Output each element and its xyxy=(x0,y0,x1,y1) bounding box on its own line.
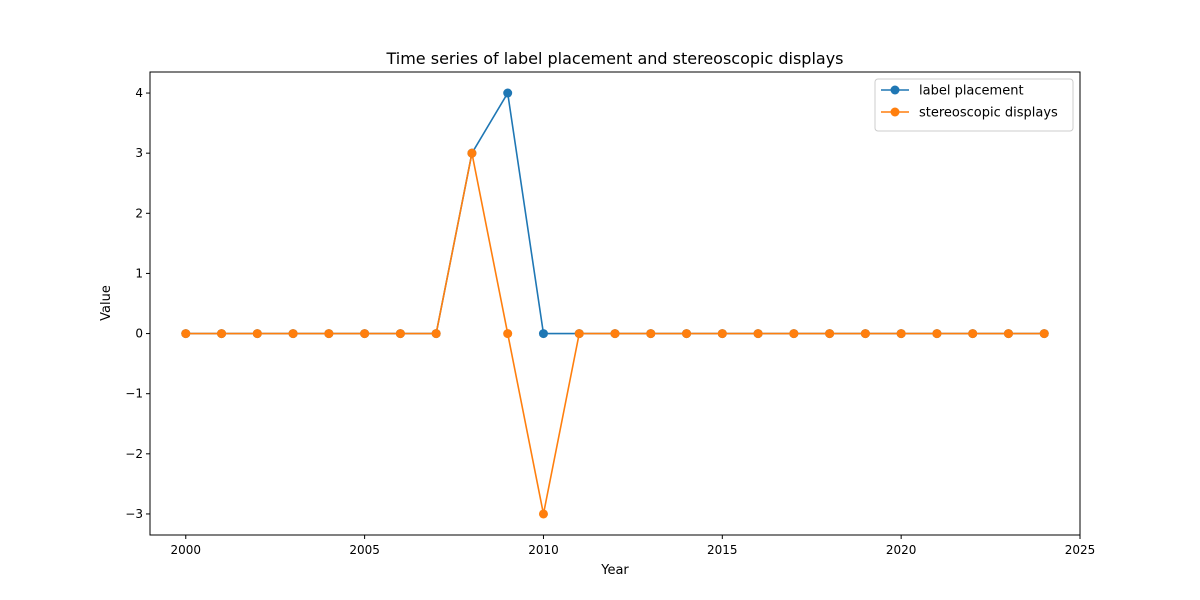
x-tick-label: 2025 xyxy=(1065,543,1096,557)
y-tick-label: 4 xyxy=(135,86,143,100)
data-point-series-2 xyxy=(503,329,513,339)
data-point-series-2 xyxy=(574,329,584,339)
data-point-series-2 xyxy=(181,329,191,339)
y-tick-label: 2 xyxy=(135,206,143,220)
data-point-series-2 xyxy=(717,329,727,339)
data-point-series-2 xyxy=(753,329,763,339)
data-point-series-2 xyxy=(860,329,870,339)
data-point-series-2 xyxy=(789,329,799,339)
chart-title: Time series of label placement and stere… xyxy=(385,49,843,68)
x-tick-label: 2020 xyxy=(886,543,917,557)
data-point-series-1 xyxy=(503,88,513,98)
data-point-series-2 xyxy=(1039,329,1049,339)
legend: label placement stereoscopic displays xyxy=(874,78,1074,132)
y-tick-label: 1 xyxy=(135,266,143,280)
data-point-series-2 xyxy=(252,329,262,339)
data-point-series-2 xyxy=(896,329,906,339)
data-point-series-1 xyxy=(538,329,548,339)
legend-label: stereoscopic displays xyxy=(919,106,1058,121)
y-tick-label: −1 xyxy=(125,387,143,401)
data-point-series-2 xyxy=(324,329,334,339)
data-point-series-2 xyxy=(431,329,441,339)
data-point-series-2 xyxy=(932,329,942,339)
y-tick-label: 3 xyxy=(135,146,143,160)
data-point-series-2 xyxy=(1003,329,1013,339)
y-tick-label: −3 xyxy=(125,507,143,521)
plot-area: 2000 2005 2010 2015 2020 2025 −3 −2 −1 0 1 2 3 4 xyxy=(125,71,1096,557)
data-point-series-2 xyxy=(288,329,298,339)
data-point-series-2 xyxy=(610,329,620,339)
data-point-series-2 xyxy=(825,329,835,339)
data-point-series-2 xyxy=(467,148,477,158)
y-tick-label: 0 xyxy=(135,327,143,341)
x-axis-label: Year xyxy=(600,563,629,578)
data-point-series-2 xyxy=(968,329,978,339)
legend-swatch-marker xyxy=(890,85,900,95)
y-axis-label: Value xyxy=(99,285,114,321)
data-point-series-2 xyxy=(538,509,548,519)
axes-frame xyxy=(149,71,1081,536)
y-tick-label: −2 xyxy=(125,447,143,461)
data-point-series-2 xyxy=(217,329,227,339)
x-tick-label: 2000 xyxy=(170,543,201,557)
x-tick-label: 2015 xyxy=(707,543,738,557)
x-tick-label: 2005 xyxy=(349,543,380,557)
legend-swatch-marker xyxy=(890,107,900,117)
data-point-series-2 xyxy=(360,329,370,339)
legend-box xyxy=(874,78,1074,132)
data-point-series-2 xyxy=(646,329,656,339)
x-tick-label: 2010 xyxy=(528,543,559,557)
legend-label: label placement xyxy=(919,84,1024,99)
data-point-series-2 xyxy=(395,329,405,339)
data-point-series-2 xyxy=(682,329,692,339)
